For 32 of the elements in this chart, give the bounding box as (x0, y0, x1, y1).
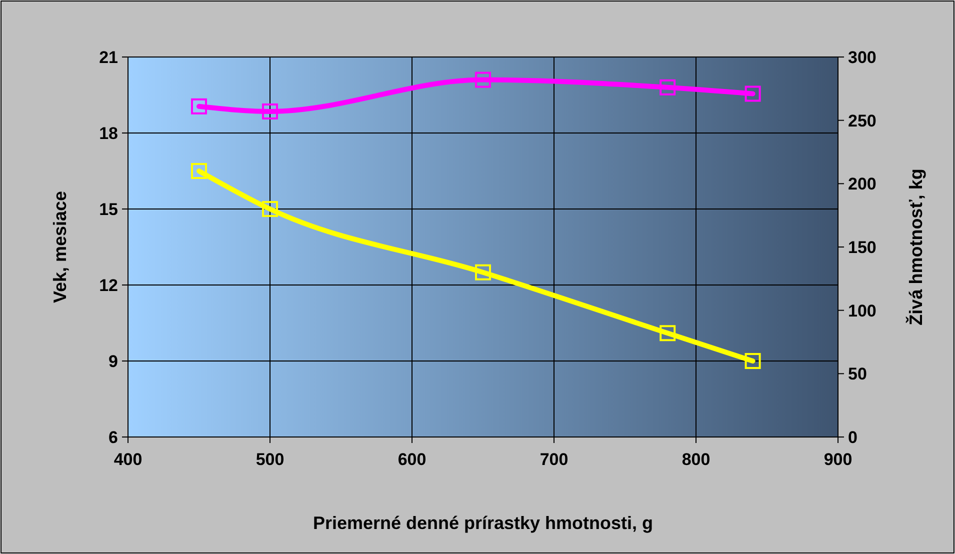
y-tick-label: 9 (108, 352, 118, 371)
y-tick-label: 6 (108, 428, 118, 447)
y2-tick-label: 300 (848, 48, 876, 67)
y-axis-title: Vek, mesiace (50, 190, 70, 304)
x-tick-label: 800 (682, 450, 710, 469)
point (475, 72, 491, 88)
x-tick-label: 400 (114, 450, 142, 469)
point (191, 163, 207, 179)
x-tick-label: 500 (256, 450, 284, 469)
point (660, 325, 676, 342)
x-tick-label: 900 (824, 450, 852, 469)
point (660, 79, 676, 96)
point (475, 264, 491, 280)
y2-tick-label: 0 (848, 428, 858, 447)
x-tick-label: 600 (398, 450, 426, 469)
y2-tick-label: 200 (848, 174, 876, 194)
point (262, 103, 278, 120)
y2-tick-label: 100 (848, 301, 876, 320)
y-tick-label: 15 (99, 200, 118, 219)
y2-tick-label: 50 (848, 364, 867, 384)
y-tick-label: 12 (99, 276, 118, 295)
y-tick-label: 21 (99, 48, 118, 67)
y2-axis-title: Živá hmotnosť, kg (905, 168, 926, 326)
x-axis-title: Priemerné denné prírastky hmotnosti, g (312, 513, 654, 533)
point (744, 86, 761, 102)
point (191, 98, 207, 114)
point (262, 201, 278, 217)
y-tick-label: 18 (99, 124, 118, 143)
point (744, 353, 761, 369)
y2-tick-label: 250 (848, 111, 876, 130)
x-tick-label: 700 (540, 450, 568, 469)
y2-tick-label: 150 (848, 238, 876, 257)
